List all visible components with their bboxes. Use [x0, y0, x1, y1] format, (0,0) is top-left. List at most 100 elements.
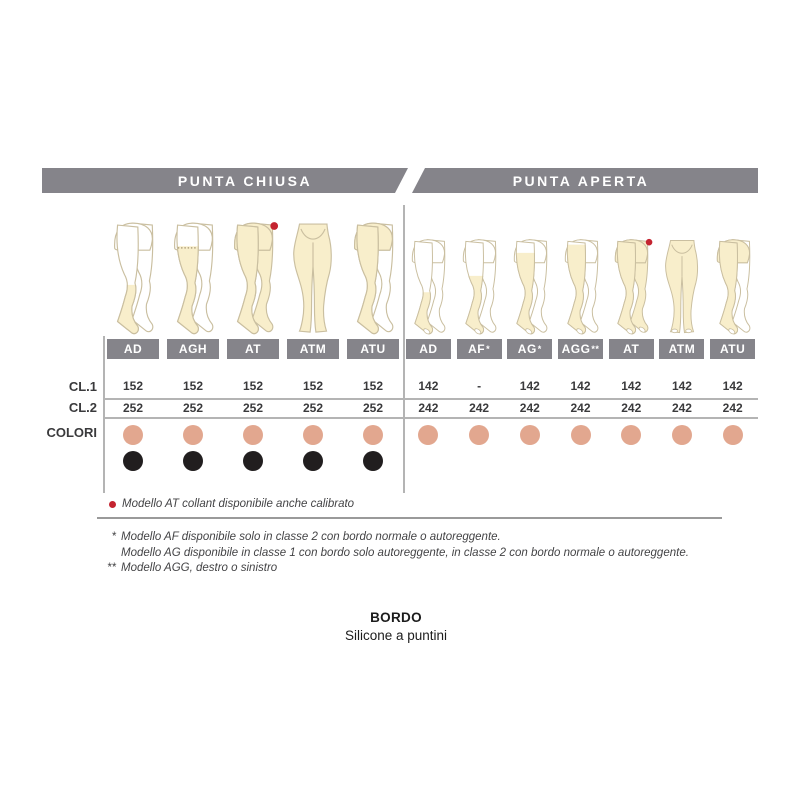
color-dots: [418, 417, 439, 445]
model-code-bar: AT: [227, 339, 279, 359]
cl2-value: 242: [570, 400, 591, 415]
color-dot-skin: [363, 425, 383, 445]
cl1-value: 152: [302, 379, 324, 393]
cl2-value: 252: [182, 400, 204, 415]
model-column-ag-aperta: AG * 142 242: [504, 215, 555, 492]
color-dot-black: [183, 451, 203, 471]
model-code-bar: AT: [608, 339, 654, 359]
color-dot-skin: [183, 425, 203, 445]
model-code-bar: AF *: [456, 339, 502, 359]
model-column-ad-aperta: AD 142 242: [403, 215, 454, 492]
group-punta-aperta: AD 142 242 AF * - 242 AG * 142 242 AGG ** 142 242 AT 142…: [403, 215, 758, 492]
cl2-value: 242: [671, 400, 692, 415]
model-column-atu-aperta: ATU 142 242: [707, 215, 758, 492]
model-code-bar: ATU: [347, 339, 399, 359]
leg-illustration-atu-chiusa: [346, 215, 400, 335]
model-code-bar: ATM: [287, 339, 339, 359]
color-dots: [519, 417, 540, 445]
leg-illustration-atm-aperta: [659, 215, 705, 335]
cl2-value: 242: [469, 400, 490, 415]
header-punta-aperta-label: PUNTA APERTA: [512, 172, 650, 189]
leg-illustration-ag-aperta: [507, 215, 553, 335]
color-dots: [570, 417, 591, 445]
model-column-at-chiusa: AT 152 252: [223, 215, 283, 492]
color-dot-skin: [303, 425, 323, 445]
model-column-atu-chiusa: ATU 152 252: [343, 215, 403, 492]
model-column-atm-aperta: ATM 142 242: [657, 215, 708, 492]
separator-under-cl1: [103, 398, 758, 400]
left-table-border: [103, 336, 105, 493]
cl2-value: 242: [519, 400, 540, 415]
footnote-marker: **: [107, 562, 116, 574]
footnote-text: Modello AGG, destro o sinistro: [121, 562, 278, 574]
cl2-value: 252: [122, 400, 144, 415]
color-dots: [621, 417, 642, 445]
leg-illustration-atu-aperta: [710, 215, 756, 335]
footnote-line: * Modello AF disponibile solo in classe 2…: [100, 530, 689, 546]
color-dots: [469, 417, 490, 445]
cl1-value: 142: [418, 379, 439, 393]
separator-under-cl2: [103, 417, 758, 419]
cl1-value: 142: [570, 379, 591, 393]
leg-illustration-at-aperta: [608, 215, 654, 335]
color-dot-skin: [671, 425, 692, 445]
model-column-at-aperta: AT 142 242: [606, 215, 657, 492]
header-punta-chiusa: PUNTA CHIUSA: [42, 168, 408, 193]
header-punta-chiusa-label: PUNTA CHIUSA: [177, 172, 313, 189]
cl2-value: 242: [621, 400, 642, 415]
model-column-af-aperta: AF * - 242: [454, 215, 505, 492]
footnotes-block: * Modello AF disponibile solo in classe 2…: [100, 530, 689, 577]
red-dot-icon: [109, 500, 116, 508]
leg-illustration-ad-chiusa: [106, 215, 160, 335]
color-dot-black: [123, 451, 143, 471]
leg-illustration-agh-chiusa: [166, 215, 220, 335]
cl1-value: 142: [671, 379, 692, 393]
model-code-bar: AGG **: [558, 339, 604, 359]
cl2-value: 242: [722, 400, 743, 415]
cl1-value: 142: [722, 379, 743, 393]
model-code-bar: ATU: [710, 339, 756, 359]
cl2-value: 252: [302, 400, 324, 415]
footnote-text: Modello AF disponibile solo in classe 2 …: [121, 531, 501, 543]
footnote-line: ** Modello AGG, destro o sinistro: [100, 561, 689, 577]
color-dot-skin: [621, 425, 642, 445]
row-label-colori: COLORI: [46, 425, 97, 440]
red-dot-footnote-text: Modello AT collant disponibile anche cal…: [122, 498, 355, 510]
cl1-value: 152: [182, 379, 204, 393]
cl1-value: 152: [242, 379, 264, 393]
footnote-text: Modello AG disponibile in classe 1 con b…: [121, 546, 689, 559]
model-code-bar: AG *: [507, 339, 553, 359]
bordo-section: BORDO Silicone a puntini: [0, 610, 792, 643]
cl1-value: 142: [621, 379, 642, 393]
footnote-marker: [100, 546, 121, 562]
leg-illustration-ad-aperta: [405, 215, 451, 335]
leg-illustration-agg-aperta: [558, 215, 604, 335]
model-column-agh-chiusa: AGH 152 252: [163, 215, 223, 492]
cl1-value: 152: [362, 379, 384, 393]
group-divider: [403, 205, 405, 493]
leg-illustration-af-aperta: [456, 215, 502, 335]
color-dots: [123, 417, 143, 471]
color-dot-skin: [418, 425, 439, 445]
color-dot-black: [363, 451, 383, 471]
color-dot-skin: [722, 425, 743, 445]
model-code-bar: AGH: [167, 339, 219, 359]
leg-illustration-at-chiusa: [226, 215, 280, 335]
model-column-agg-aperta: AGG ** 142 242: [555, 215, 606, 492]
color-dot-black: [303, 451, 323, 471]
color-dots: [303, 417, 323, 471]
color-dot-skin: [243, 425, 263, 445]
color-dot-skin: [469, 425, 490, 445]
color-dot-skin: [123, 425, 143, 445]
footnote-line: Modello AG disponibile in classe 1 con b…: [100, 546, 689, 562]
color-dot-black: [243, 451, 263, 471]
color-dots: [671, 417, 692, 445]
horizontal-rule: [97, 517, 722, 519]
color-dot-skin: [519, 425, 540, 445]
cl2-value: 252: [242, 400, 264, 415]
model-column-atm-chiusa: ATM 152 252: [283, 215, 343, 492]
cl1-value: 142: [519, 379, 540, 393]
group-punta-chiusa: AD 152 252 AGH 152 252 AT 152 252 ATM 152 252 ATU 152…: [103, 215, 403, 492]
model-code-bar: AD: [405, 339, 451, 359]
